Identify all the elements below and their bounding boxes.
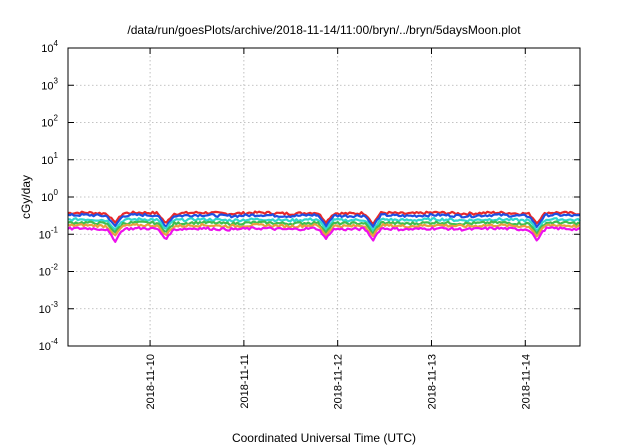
y-tick-base: 10 xyxy=(41,155,53,167)
y-tick-exponent: -4 xyxy=(51,337,59,346)
grid xyxy=(68,48,580,346)
y-tick-exponent: -3 xyxy=(51,300,59,309)
y-tick-base: 10 xyxy=(39,229,51,241)
y-tick-label: 102 xyxy=(41,114,58,130)
series-group xyxy=(67,210,581,243)
y-tick-label: 101 xyxy=(41,151,58,167)
y-tick-base: 10 xyxy=(39,304,51,316)
x-tick-label: 2018-11-13 xyxy=(426,354,438,409)
y-tick-exponent: 4 xyxy=(54,39,59,48)
x-axis-label: Coordinated Universal Time (UTC) xyxy=(232,431,416,445)
y-tick-exponent: 2 xyxy=(54,114,59,123)
y-axis-label: cGy/day xyxy=(19,175,33,219)
x-tick-label: 2018-11-10 xyxy=(145,354,157,409)
series-line xyxy=(67,220,581,235)
y-tick-base: 10 xyxy=(41,43,53,55)
y-tick-label: 10-3 xyxy=(39,300,59,316)
y-tick-label: 10-2 xyxy=(39,263,59,279)
y-tick-base: 10 xyxy=(41,118,53,130)
y-tick-label: 100 xyxy=(41,188,58,204)
y-tick-exponent: -1 xyxy=(51,225,59,234)
y-tick-label: 103 xyxy=(41,76,58,92)
chart-title: /data/run/goesPlots/archive/2018-11-14/1… xyxy=(127,23,521,37)
series-line xyxy=(67,212,581,229)
series-line xyxy=(67,210,581,226)
y-tick-base: 10 xyxy=(39,341,51,353)
y-tick-exponent: 0 xyxy=(54,188,59,197)
x-tick-label: 2018-11-14 xyxy=(520,354,532,409)
y-tick-label: 104 xyxy=(41,39,58,55)
y-tick-exponent: -2 xyxy=(51,263,59,272)
y-tick-label: 10-4 xyxy=(39,337,59,353)
y-tick-label: 10-1 xyxy=(39,225,59,241)
x-tick-label: 2018-11-11 xyxy=(239,354,251,409)
y-tick-base: 10 xyxy=(41,192,53,204)
series-line xyxy=(67,217,581,232)
y-tick-exponent: 3 xyxy=(54,76,59,85)
y-tick-base: 10 xyxy=(39,267,51,279)
x-axis: 2018-11-10 2018-11-11 2018-11-12 2018-11-13… xyxy=(145,48,532,409)
y-tick-exponent: 1 xyxy=(54,151,59,160)
series-line xyxy=(67,222,581,238)
series-line xyxy=(67,226,581,243)
x-tick-label: 2018-11-12 xyxy=(333,354,345,409)
y-tick-base: 10 xyxy=(41,80,53,92)
